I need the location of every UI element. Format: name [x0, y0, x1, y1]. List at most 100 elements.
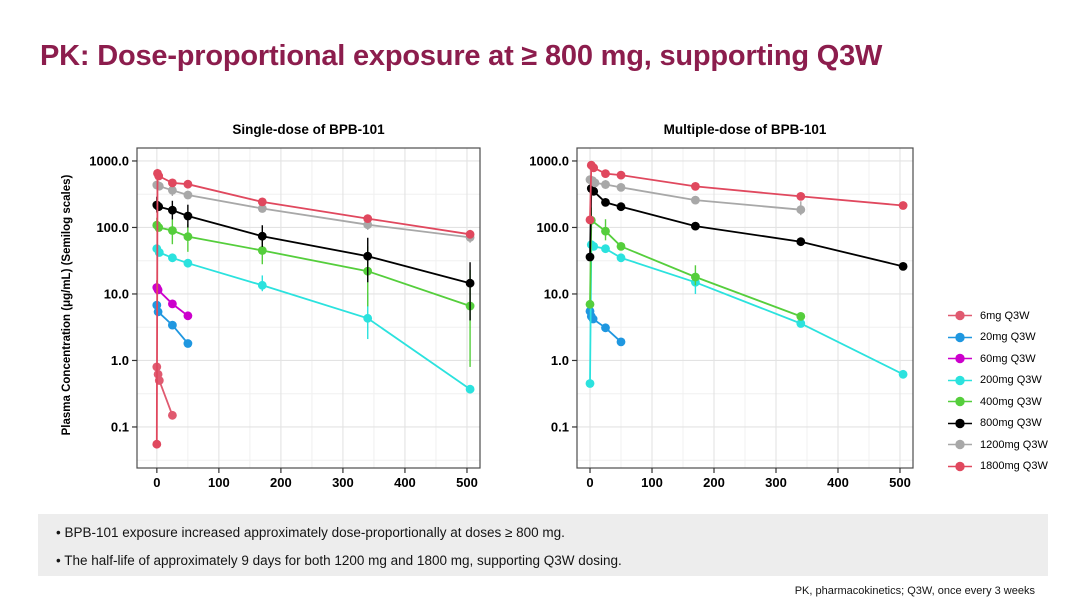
legend-label: 200mg Q3W	[980, 374, 1042, 386]
data-point	[154, 202, 164, 212]
data-point	[796, 192, 806, 201]
legend-key-icon	[948, 375, 972, 385]
data-point	[257, 280, 267, 290]
series-800mg-q3w	[585, 182, 908, 271]
summary-box: • BPB-101 exposure increased approximate…	[38, 514, 1048, 576]
abbreviations-footnote: PK, pharmacokinetics; Q3W, once every 3 …	[794, 585, 1035, 597]
data-point	[154, 181, 164, 191]
data-point	[168, 205, 177, 215]
legend-label: 60mg Q3W	[980, 352, 1036, 365]
data-point	[257, 197, 267, 207]
legend-key-icon	[948, 396, 972, 407]
series-800mg-q3w	[152, 196, 475, 321]
legend-label: 6mg Q3W	[980, 309, 1030, 322]
data-point	[183, 232, 193, 241]
x-tick-label: 500	[889, 475, 911, 490]
x-tick-label: 300	[765, 475, 787, 490]
legend-key-dot	[955, 461, 965, 471]
y-tick-label: 100.0	[96, 220, 129, 235]
data-point	[590, 178, 600, 188]
x-tick-label: 0	[153, 475, 160, 490]
series-200mg-q3w	[152, 244, 475, 394]
data-point	[796, 237, 806, 247]
x-tick-label: 200	[270, 475, 292, 490]
data-point	[183, 339, 193, 348]
data-point	[154, 223, 164, 232]
data-point	[257, 204, 267, 213]
data-point	[183, 311, 193, 321]
data-point	[257, 231, 267, 241]
y-tick-label: 1.0	[111, 353, 129, 368]
legend-key-icon	[948, 310, 972, 321]
panel-title: Multiple-dose of BPB-101	[664, 122, 827, 137]
y-tick-label: 0.1	[551, 419, 569, 434]
data-point	[691, 272, 700, 282]
legend-item-20mg-q3w: 20mg Q3W	[947, 331, 1048, 344]
data-point	[168, 178, 177, 188]
data-point	[898, 262, 908, 271]
data-point	[616, 183, 626, 192]
data-point	[691, 221, 700, 231]
data-point	[363, 220, 373, 230]
legend-item-800mg-q3w: 800mg Q3W	[947, 417, 1048, 430]
data-point	[363, 251, 373, 261]
data-point	[796, 312, 806, 321]
data-point	[616, 253, 626, 263]
legend-key-icon	[948, 418, 972, 428]
legend-item-1200mg-q3w: 1200mg Q3W	[947, 438, 1048, 451]
legend-label: 20mg Q3W	[980, 331, 1036, 343]
y-tick-label: 1000.0	[89, 153, 129, 168]
data-point	[183, 179, 193, 189]
panel-border	[136, 147, 481, 469]
series-20mg-q3w	[152, 300, 193, 348]
legend-key-dot	[955, 353, 965, 364]
summary-bullet-1: • BPB-101 exposure increased approximate…	[56, 525, 565, 540]
legend-key-dot	[955, 439, 965, 450]
legend-key-dot	[955, 310, 965, 321]
panel-border	[576, 147, 914, 469]
legend-key-dot	[955, 375, 965, 385]
y-tick-label: 10.0	[544, 286, 569, 301]
data-point	[168, 185, 177, 195]
x-tick-label: 200	[703, 475, 725, 490]
data-point	[601, 180, 610, 189]
series-60mg-q3w	[152, 280, 193, 321]
y-tick-label: 10.0	[104, 286, 129, 301]
legend-label: 400mg Q3W	[980, 395, 1042, 408]
legend-key-icon	[948, 332, 972, 342]
data-point	[363, 313, 373, 323]
data-point	[616, 170, 626, 180]
x-tick-label: 100	[641, 475, 663, 490]
data-point	[898, 201, 908, 210]
data-point	[796, 319, 806, 328]
data-point	[153, 285, 163, 295]
legend-key-icon	[948, 461, 972, 471]
data-point	[691, 182, 700, 191]
series-1800mg-q3w	[152, 168, 475, 449]
panel-title: Single-dose of BPB-101	[232, 122, 385, 137]
data-point	[616, 202, 626, 212]
legend-item-200mg-q3w: 200mg Q3W	[947, 374, 1048, 387]
data-point	[601, 323, 610, 333]
data-point	[796, 205, 806, 215]
data-point	[363, 214, 373, 223]
chart-svg: 0 100 200 300 400 500 1000.0 100.0 10.0 1.0 0.1 Sin…	[89, 122, 481, 490]
data-point	[168, 320, 177, 330]
multiple-dose-chart: 0 100 200 300 400 500 1000.0 100.0 10.0 1.0 0.1 Mul…	[528, 118, 930, 490]
x-tick-label: 300	[332, 475, 354, 490]
data-point	[465, 384, 475, 394]
data-point	[257, 246, 267, 255]
x-tick-label: 100	[208, 475, 230, 490]
legend-item-60mg-q3w: 60mg Q3W	[947, 352, 1048, 365]
data-point	[152, 439, 162, 449]
data-point	[601, 169, 610, 178]
data-point	[585, 252, 595, 262]
chart-svg: 0 100 200 300 400 500 1000.0 100.0 10.0 1.0 0.1 Mul…	[529, 122, 914, 490]
legend-label: 1800mg Q3W	[980, 460, 1048, 472]
data-point	[168, 410, 177, 420]
data-point	[153, 307, 163, 317]
y-tick-label: 100.0	[536, 220, 569, 235]
data-point	[616, 242, 626, 251]
data-point	[691, 195, 700, 205]
legend-key-icon	[948, 353, 972, 364]
